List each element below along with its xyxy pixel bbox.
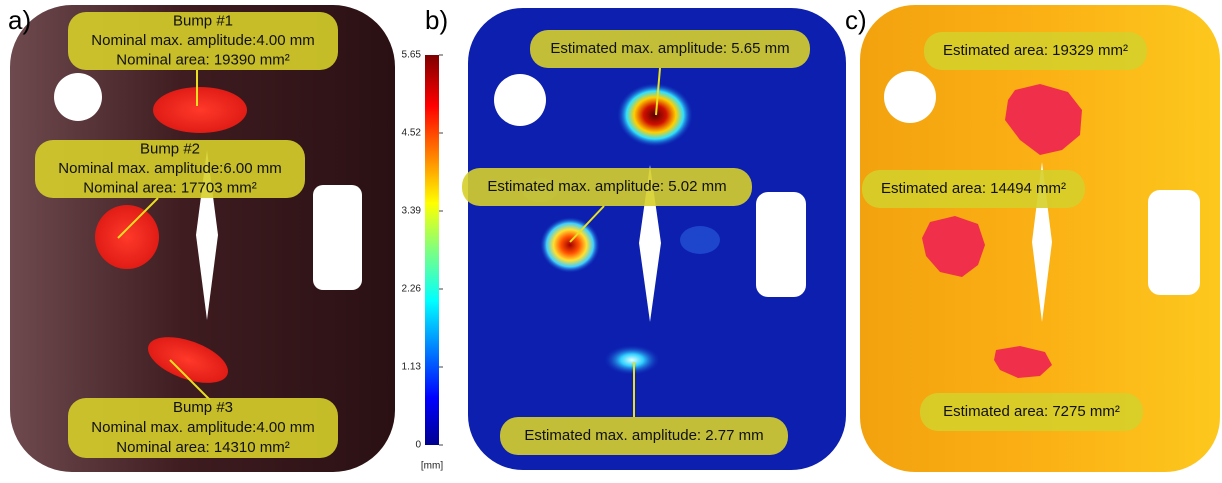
- label-text: Estimated area: 7275 mm²: [943, 403, 1120, 420]
- colorbar: [425, 55, 439, 445]
- hot-spot: [604, 345, 660, 375]
- colorbar-tick-label: 1.13: [402, 362, 422, 373]
- figure: a) Bump #1 Nominal max. amplitude:4.00 mm N…: [0, 0, 1222, 478]
- hole: [494, 74, 546, 126]
- panel-letter: b): [425, 5, 448, 35]
- label-text: Nominal area: 17703 mm²: [83, 179, 256, 196]
- label-text: Bump #2: [140, 141, 200, 158]
- bump: [95, 205, 159, 269]
- colorbar-tick-label: 2.26: [402, 284, 422, 295]
- slot: [756, 192, 806, 297]
- hot-spot: [617, 83, 693, 147]
- noise: [680, 226, 720, 254]
- hole: [884, 71, 936, 123]
- slot: [313, 185, 362, 290]
- slot: [1148, 190, 1200, 295]
- colorbar-tick-label: 4.52: [402, 128, 422, 139]
- label-text: Nominal max. amplitude:4.00 mm: [91, 419, 314, 436]
- panel-letter: c): [845, 5, 867, 35]
- label-text: Bump #1: [173, 13, 233, 30]
- label-text: Nominal area: 14310 mm²: [116, 439, 289, 456]
- label-text: Estimated max. amplitude: 5.65 mm: [550, 40, 789, 57]
- panel-letter: a): [8, 5, 31, 35]
- colorbar-unit: [mm]: [421, 461, 443, 472]
- label-text: Nominal area: 19390 mm²: [116, 51, 289, 68]
- colorbar-tick-label: 5.65: [402, 50, 422, 61]
- label-text: Estimated max. amplitude: 5.02 mm: [487, 178, 726, 195]
- colorbar-tick-label: 0: [415, 440, 421, 451]
- label-text: Estimated area: 14494 mm²: [881, 180, 1066, 197]
- label-text: Estimated max. amplitude: 2.77 mm: [524, 427, 763, 444]
- panel-b: [425, 8, 846, 470]
- colorbar-tick-label: 3.39: [402, 206, 422, 217]
- hole: [54, 73, 102, 121]
- label-text: Nominal max. amplitude:6.00 mm: [58, 160, 281, 177]
- label-text: Nominal max. amplitude:4.00 mm: [91, 32, 314, 49]
- bump: [153, 87, 247, 133]
- hot-spot: [540, 217, 600, 273]
- label-text: Bump #3: [173, 399, 233, 416]
- label-text: Estimated area: 19329 mm²: [943, 42, 1128, 59]
